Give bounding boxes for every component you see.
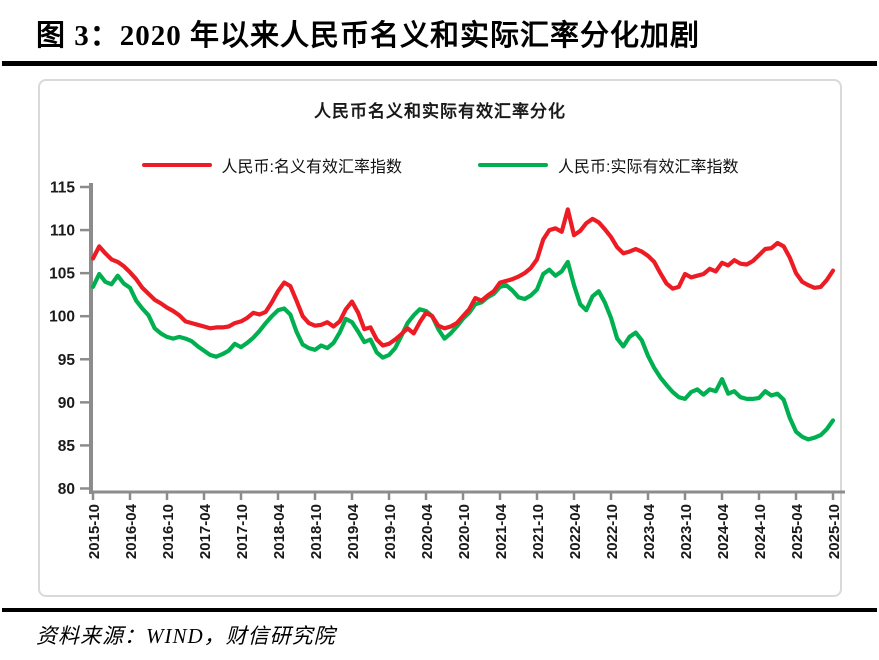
x-tick-label: 2018-10 [308, 504, 325, 559]
source-note: 资料来源：WIND，财信研究院 [36, 624, 336, 648]
y-tick-label: 105 [49, 266, 75, 283]
nominal-eer-line [90, 207, 836, 348]
x-tick-label: 2023-10 [678, 504, 695, 559]
legend-swatch-nominal [141, 163, 212, 167]
chart-title: 人民币名义和实际有效汇率分化 [314, 102, 566, 121]
x-tick-label: 2019-10 [382, 504, 399, 559]
x-tick-label: 2016-10 [160, 504, 177, 559]
legend-label-real: 人民币:实际有效汇率指数 [558, 159, 739, 176]
figure-title: 图 3：2020 年以来人民币名义和实际汇率分化加剧 [36, 20, 701, 52]
y-tick-label: 85 [58, 438, 76, 455]
y-tick-label: 110 [50, 223, 75, 240]
y-tick-label: 90 [58, 395, 75, 412]
y-tick-label: 100 [49, 309, 75, 326]
x-tick-label: 2017-10 [234, 504, 251, 559]
x-tick-label: 2018-04 [271, 503, 288, 559]
x-tick-label: 2021-10 [530, 504, 547, 559]
x-tick-label: 2016-04 [123, 503, 140, 559]
x-tick-label: 2024-04 [715, 503, 732, 559]
real-eer-line [90, 259, 836, 442]
chart-legend: 人民币:名义有效汇率指数 人民币:实际有效汇率指数 [38, 153, 842, 177]
legend-item-real: 人民币:实际有效汇率指数 [478, 153, 738, 177]
y-tick-label: 95 [58, 352, 76, 369]
x-tick-label: 2020-04 [419, 503, 436, 559]
bottom-rule [2, 608, 877, 612]
x-tick-label: 2024-10 [752, 504, 769, 559]
x-tick-label: 2020-10 [456, 504, 473, 559]
x-tick-label: 2021-04 [493, 503, 510, 559]
x-tick-label: 2015-10 [86, 504, 103, 559]
legend-swatch-real [478, 163, 548, 167]
x-tick-label: 2025-04 [789, 503, 806, 559]
x-tick-label: 2019-04 [345, 503, 362, 559]
x-tick-label: 2025-10 [826, 504, 843, 559]
x-tick-label: 2017-04 [197, 503, 214, 559]
legend-item-nominal: 人民币:名义有效汇率指数 [141, 153, 402, 177]
top-rule [2, 61, 877, 66]
y-tick-label: 115 [50, 180, 75, 197]
legend-label-nominal: 人民币:名义有效汇率指数 [221, 159, 402, 176]
x-tick-label: 2023-04 [641, 503, 658, 559]
y-tick-label: 80 [58, 481, 75, 498]
x-tick-label: 2022-04 [567, 503, 584, 559]
x-tick-label: 2022-10 [604, 504, 621, 559]
